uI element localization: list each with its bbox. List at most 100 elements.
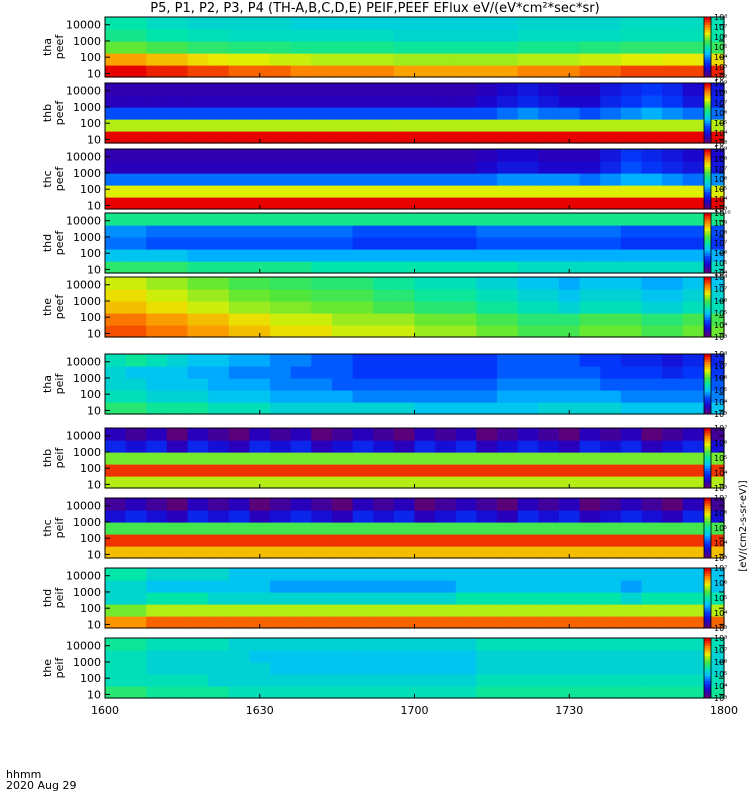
colorbar-tick-label: 10⁵ [714,386,727,395]
heatmap-cell [146,149,168,162]
heatmap-cell [249,65,271,78]
colorbar-segment [704,453,711,456]
heatmap-cell [476,568,498,581]
heatmap-cell [290,119,312,132]
heatmap-cell [208,522,230,535]
colorbar-segment [704,297,711,300]
heatmap-cell [538,17,560,30]
heatmap-cell [290,452,312,465]
heatmap-cell [249,197,271,210]
heatmap-cell [228,65,251,78]
heatmap-cell [435,249,457,262]
heatmap-cell [600,213,622,226]
panel-ylabel-bottom: peef [53,294,66,320]
heatmap-cell [166,161,189,174]
colorbar-tick-label: 10⁷ [714,646,727,655]
heatmap-cell [476,29,498,42]
heatmap-cell [600,650,622,663]
heatmap-cell [249,313,271,326]
heatmap-cell [662,354,684,367]
colorbar-tick-label: 10⁵ [714,454,727,463]
heatmap-cell [105,638,127,651]
heatmap-cell [682,53,704,66]
colorbar-segment [704,473,711,476]
heatmap-cell [682,325,704,338]
heatmap-cell [373,510,395,523]
colorbar-segment [704,660,711,664]
heatmap-cell [331,161,354,174]
heatmap-cell [558,638,581,651]
heatmap-cell [290,185,312,198]
heatmap-cell [414,185,436,198]
heatmap-cell [558,65,581,78]
heatmap-cell [228,498,251,511]
colorbar-segment [704,623,711,626]
colorbar-segment [704,404,711,407]
heatmap-cell [497,378,519,391]
heatmap-cell [187,173,209,186]
heatmap-cell [435,638,457,651]
colorbar-segment [704,194,711,197]
heatmap-cell [105,29,127,42]
heatmap-cell [435,119,457,132]
heatmap-cell [682,249,704,262]
heatmap-cell [187,402,209,415]
heatmap-cell [682,354,704,367]
colorbar-segment [704,583,711,586]
heatmap-cell [105,197,127,210]
colorbar-segment [704,450,711,454]
heatmap-cell [414,29,436,42]
panel-ylabel-top: tha [41,375,54,393]
heatmap-cell [270,686,292,699]
panel-ylabel-bottom: peif [53,373,66,395]
heatmap-cell [187,650,209,663]
heatmap-cell [558,452,581,465]
colorbar-segment [704,100,711,104]
heatmap-cell [249,428,271,441]
colorbar-segment [704,470,711,474]
heatmap-cell [187,546,209,559]
heatmap-cell [331,476,354,489]
colorbar-segment [704,433,711,436]
heatmap-cell [497,662,519,675]
colorbar-segment [704,610,711,614]
heatmap-cell [600,41,622,54]
colorbar-segment [704,648,711,651]
colorbar-segment [704,361,711,365]
heatmap-cell [682,650,704,663]
heatmap-cell [662,546,684,559]
heatmap-cell [455,213,477,226]
heatmap-cell [620,522,643,535]
heatmap-cell [166,546,189,559]
heatmap-cell [600,225,622,238]
heatmap-cell [290,510,312,523]
heatmap-cell [641,390,663,403]
colorbar-segment [704,673,711,676]
heatmap-cell [373,378,395,391]
colorbar-segment [704,465,711,469]
colorbar-segment [704,44,711,48]
heatmap-cell [455,662,477,675]
heatmap-cell [146,83,168,96]
heatmap-cell [125,510,147,523]
heatmap-cell [331,510,354,523]
heatmap-cell [497,261,519,274]
heatmap-cell [517,498,539,511]
heatmap-cell [352,476,374,489]
heatmap-cell [497,225,519,238]
heatmap-cell [146,29,168,42]
heatmap-cell [476,440,498,453]
colorbar-segment [704,27,711,30]
heatmap-cell [311,261,333,274]
colorbar-tick-label: 10⁵ [714,670,727,679]
heatmap-cell [497,83,519,96]
heatmap-cell [166,580,189,593]
heatmap-cell [105,161,127,174]
heatmap-cell [476,261,498,274]
heatmap-cell [414,650,436,663]
colorbar-segment [704,201,711,205]
colorbar-tick-label: 10⁵ [714,185,727,194]
heatmap-cell [331,301,354,314]
colorbar-segment [704,166,711,170]
heatmap-cell [270,83,292,96]
